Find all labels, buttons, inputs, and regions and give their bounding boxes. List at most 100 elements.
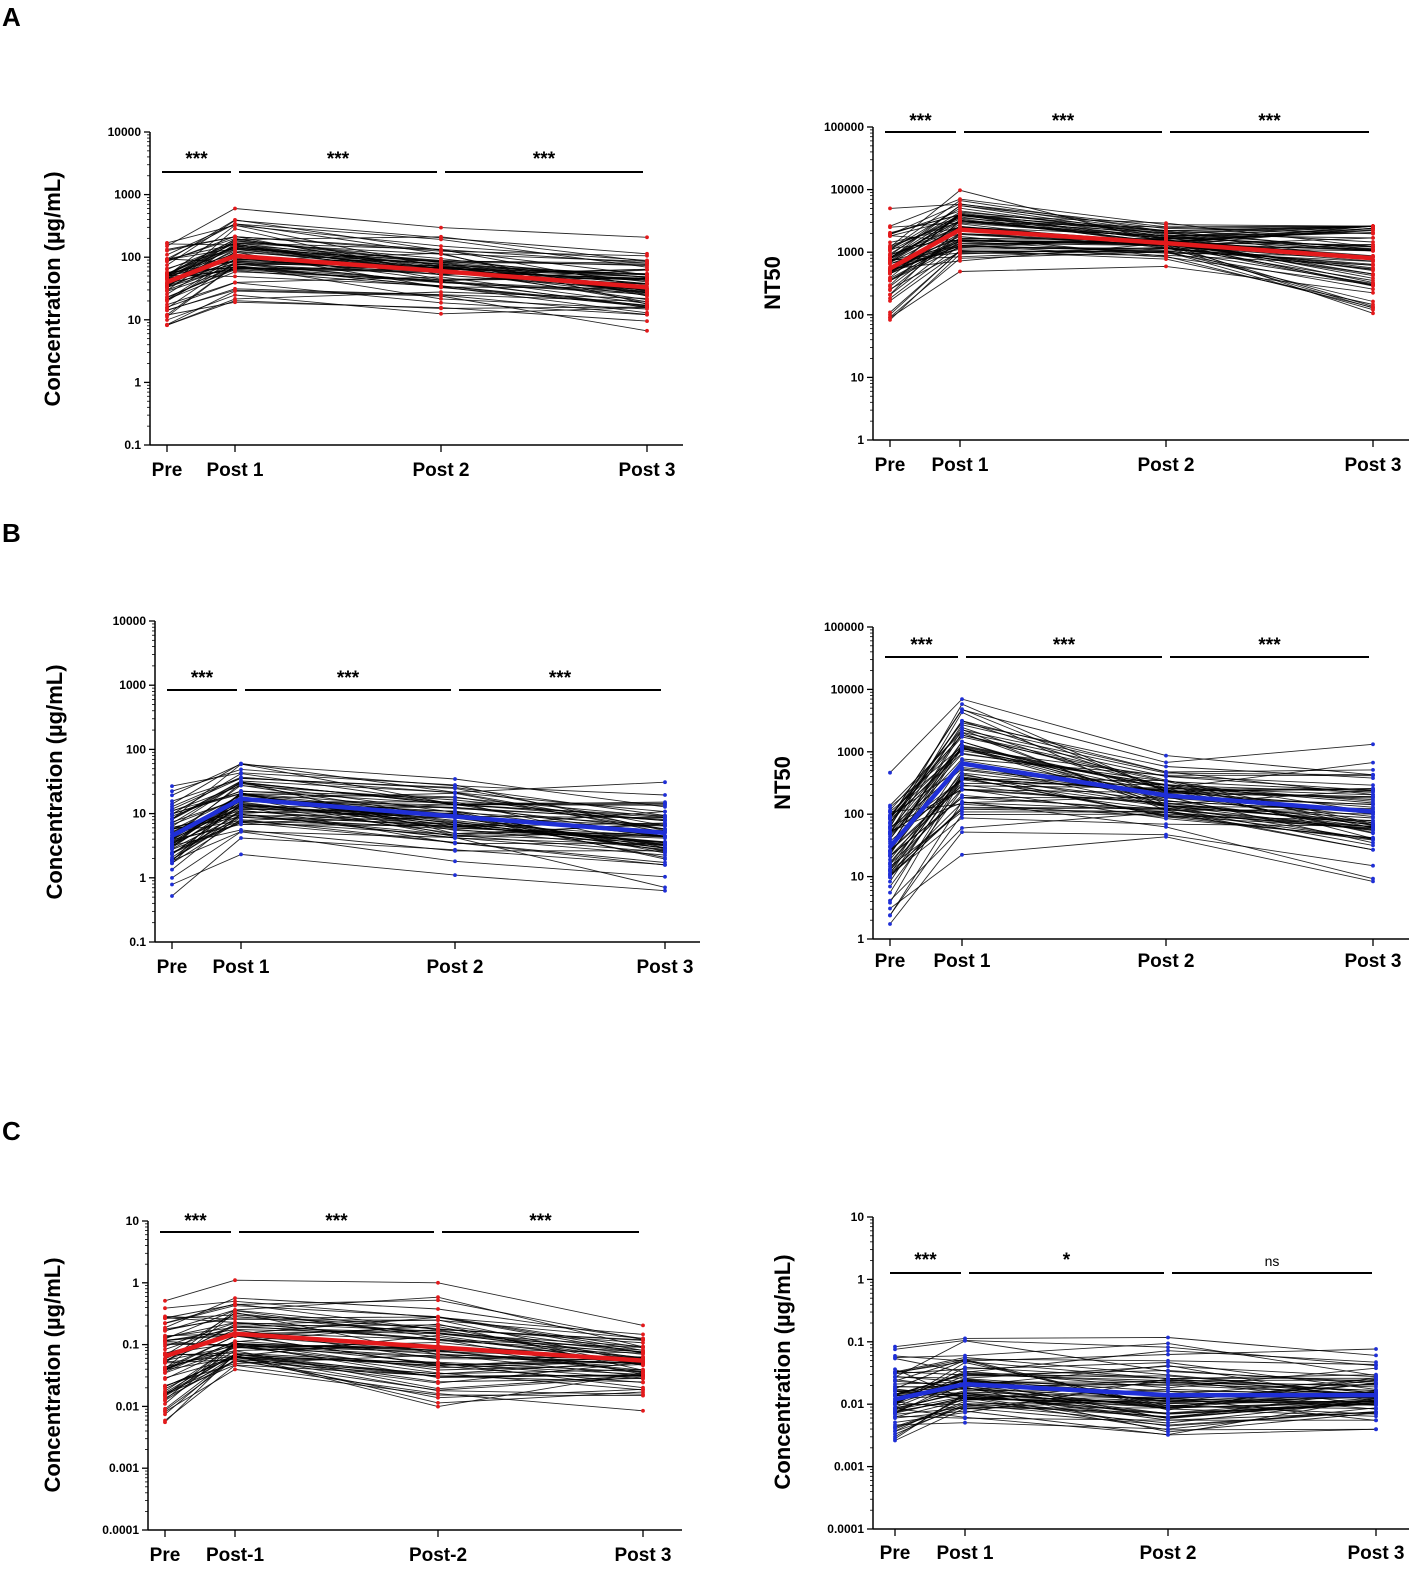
subject-line — [164, 1299, 644, 1341]
subject-line — [166, 267, 648, 299]
subject-point — [239, 791, 243, 796]
y-tick-label: 0.01 — [116, 1399, 140, 1413]
chart-1: 0.1 1 10 100 1000 10000 Pre Post 1 Post 2 Post 3 C… — [40, 125, 683, 481]
individual-lines — [164, 1279, 644, 1423]
subject-point — [1374, 1353, 1378, 1358]
subject-line — [894, 1342, 1377, 1377]
subject-point — [645, 258, 649, 263]
subject-point — [233, 1324, 237, 1328]
subject-point — [893, 1375, 897, 1379]
subject-point — [436, 1401, 440, 1405]
significance-label: *** — [184, 1211, 207, 1232]
subject-point — [888, 240, 892, 245]
y-axis-title: Concentration (µg/mL) — [40, 1257, 65, 1492]
subject-point — [239, 852, 243, 857]
subject-line — [166, 276, 648, 306]
x-tick-label: Pre — [152, 460, 183, 481]
subject-line — [894, 1386, 1377, 1433]
y-tick-label: 0.001 — [109, 1461, 139, 1475]
subject-line — [164, 1279, 644, 1326]
subject-point — [1164, 774, 1168, 778]
subject-point — [893, 1355, 897, 1360]
y-tick-label: 100 — [126, 742, 146, 756]
subject-point — [960, 830, 964, 834]
subject-point — [170, 852, 174, 857]
subject-point — [165, 263, 169, 267]
subject-line — [166, 282, 648, 316]
subject-line — [889, 265, 1374, 319]
x-tick-label: Pre — [150, 1545, 181, 1566]
subject-point — [958, 243, 962, 248]
y-tick-label: 1000 — [837, 245, 864, 259]
subject-line — [171, 806, 666, 847]
subject-point — [163, 1365, 167, 1370]
subject-point — [439, 290, 443, 294]
subject-point — [1371, 230, 1375, 235]
subject-point — [233, 239, 237, 244]
y-tick-label: 10 — [851, 370, 865, 384]
subject-point — [436, 1318, 440, 1323]
y-tick-label: 1 — [132, 1276, 139, 1290]
subject-point — [453, 873, 457, 877]
mean-line — [888, 761, 1374, 849]
subject-point — [1371, 772, 1375, 777]
significance-label: *** — [910, 635, 933, 656]
subject-line — [889, 811, 1374, 867]
y-axis-title: Concentration (µg/mL) — [770, 1254, 795, 1489]
x-tick-label: Pre — [875, 455, 906, 476]
x-tick-label: Post-2 — [409, 1545, 467, 1566]
subject-point — [439, 292, 443, 297]
subject-point — [233, 297, 237, 301]
subject-point — [641, 1372, 645, 1376]
subject-point — [1166, 1433, 1170, 1437]
subject-point — [439, 225, 443, 230]
subject-point — [163, 1321, 167, 1325]
subject-line — [889, 734, 1374, 816]
subject-point — [888, 770, 892, 775]
subject-point — [1164, 222, 1168, 227]
subject-point — [165, 257, 169, 261]
subject-line — [164, 1350, 644, 1394]
subject-point — [888, 283, 892, 288]
subject-point — [239, 812, 243, 817]
significance-label: *** — [549, 668, 572, 689]
subject-point — [893, 1367, 897, 1372]
subject-line — [889, 252, 1374, 266]
subject-line — [894, 1339, 1377, 1367]
subject-line — [166, 248, 648, 303]
subject-line — [889, 729, 1374, 811]
subject-point — [645, 273, 649, 277]
subject-line — [889, 720, 1374, 824]
subject-point — [893, 1427, 897, 1431]
subject-point — [233, 1367, 237, 1372]
subject-line — [171, 819, 666, 864]
y-tick-label: 100 — [121, 250, 141, 264]
subject-line — [164, 1324, 644, 1353]
subject-point — [1374, 1373, 1378, 1378]
subject-point — [958, 259, 962, 263]
x-tick-label: Post 2 — [412, 460, 469, 481]
subject-line — [166, 263, 648, 301]
subject-point — [163, 1298, 167, 1303]
subject-point — [233, 280, 237, 285]
subject-point — [1166, 1335, 1170, 1340]
subject-point — [963, 1406, 967, 1410]
subject-point — [1371, 299, 1375, 304]
subject-point — [963, 1369, 967, 1374]
subject-line — [171, 829, 666, 852]
subject-point — [170, 847, 174, 852]
subject-point — [888, 922, 892, 926]
subject-point — [436, 1307, 440, 1311]
subject-line — [889, 703, 1374, 828]
subject-point — [436, 1338, 440, 1343]
subject-point — [1374, 1383, 1378, 1387]
subject-point — [1166, 1404, 1170, 1409]
subject-point — [439, 275, 443, 279]
subject-point — [1371, 311, 1375, 316]
significance-label: ns — [1265, 1253, 1280, 1269]
subject-point — [645, 307, 649, 311]
y-tick-label: 100000 — [824, 620, 864, 634]
subject-point — [645, 328, 649, 333]
subject-point — [1166, 1345, 1170, 1350]
subject-point — [239, 783, 243, 788]
